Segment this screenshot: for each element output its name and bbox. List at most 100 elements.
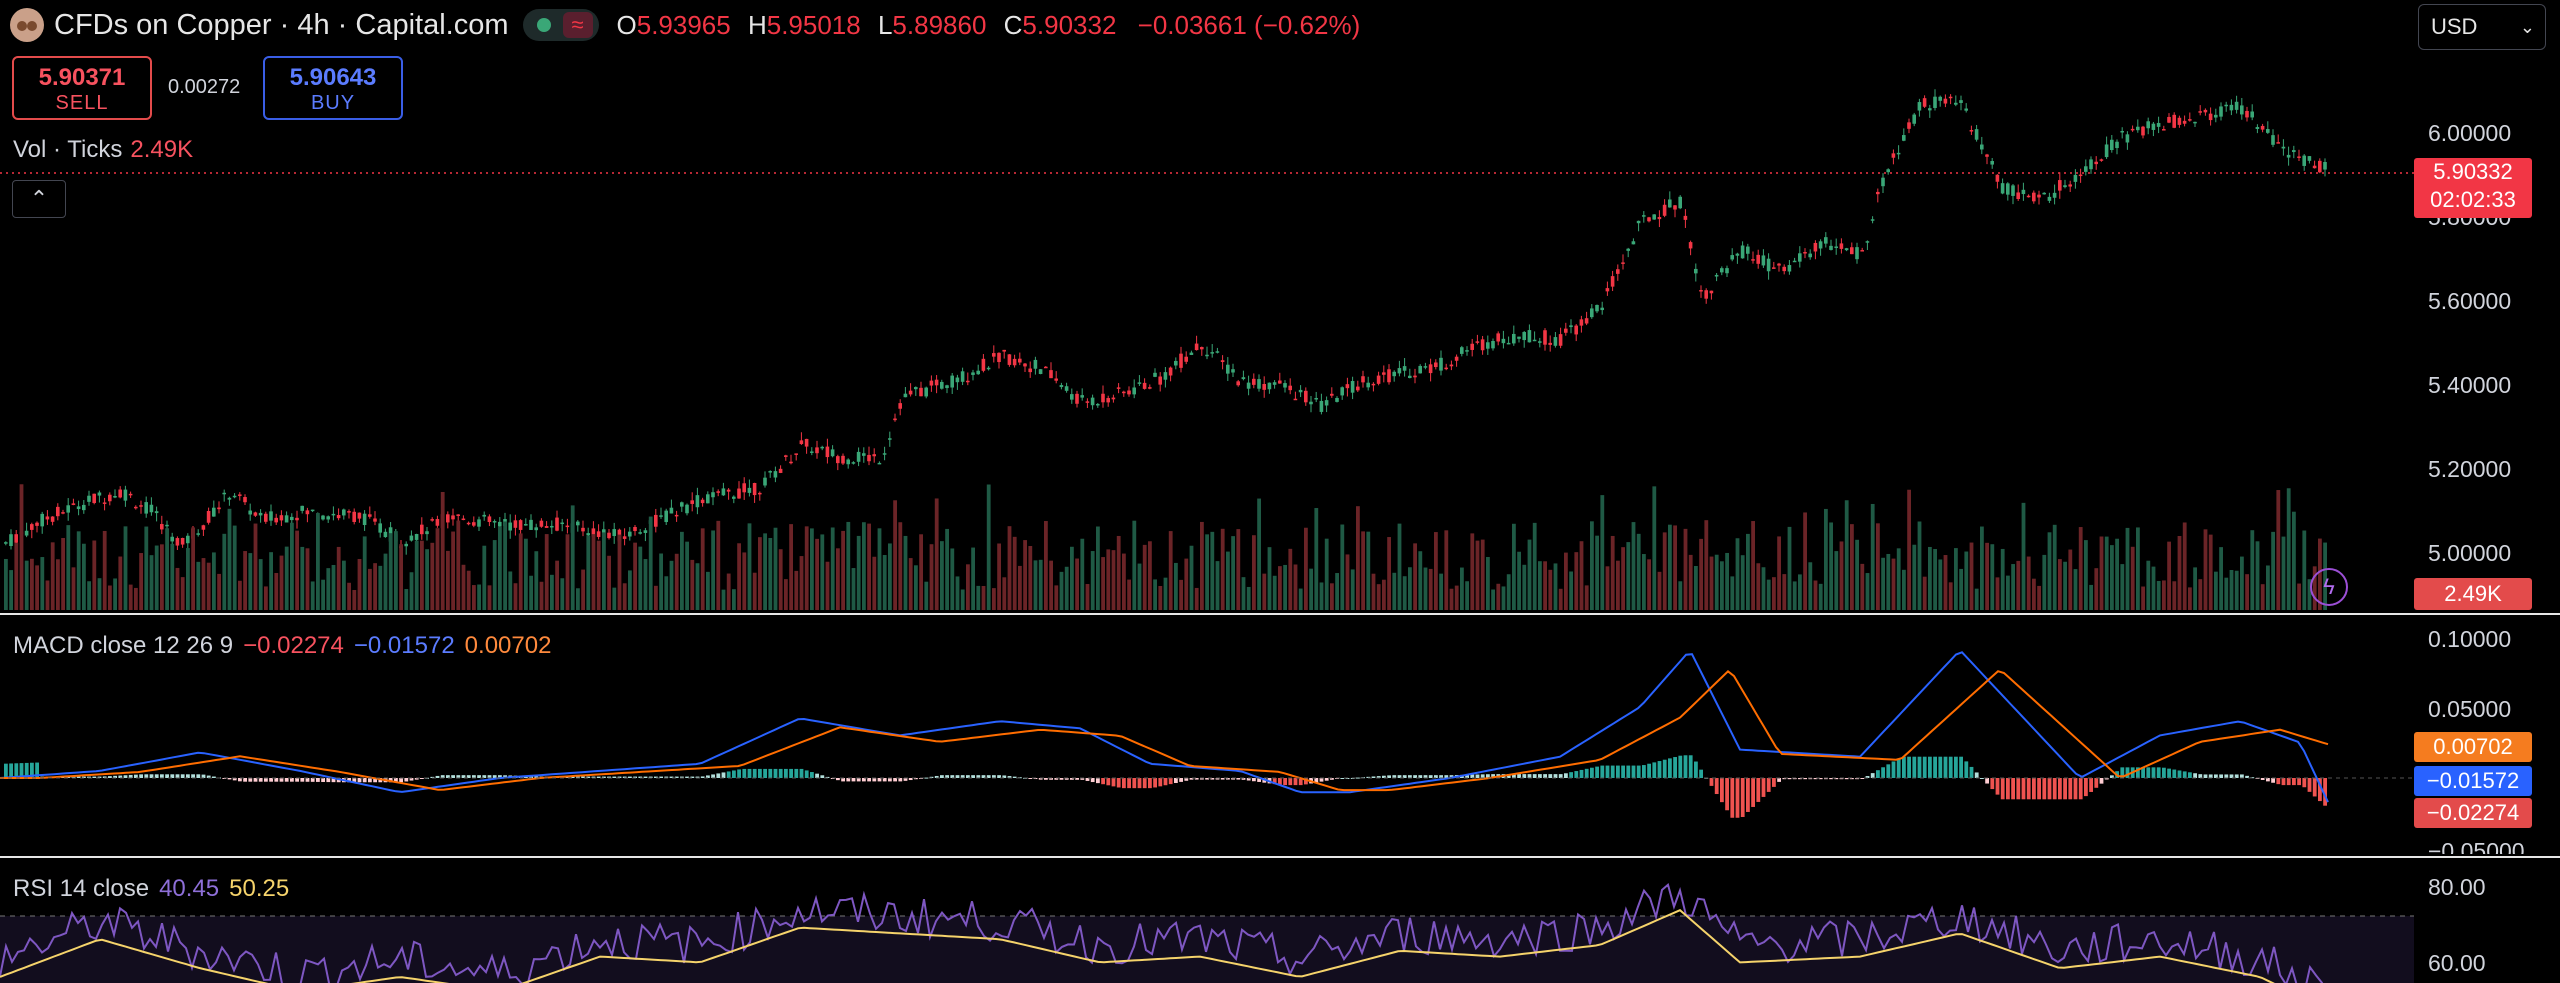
macd-histogram-bar: [108, 776, 112, 778]
macd-histogram-bar: [1153, 778, 1157, 788]
candle-body: [2255, 127, 2260, 130]
candle-body: [50, 516, 55, 522]
volume-bar: [394, 531, 398, 610]
market-status-pill[interactable]: ≈: [522, 9, 599, 41]
macd-histogram-bar: [2318, 778, 2322, 802]
candle-body: [758, 492, 762, 495]
macd-legend[interactable]: MACD close 12 26 9 −0.02274 −0.01572 0.0070…: [13, 632, 551, 660]
candle-body: [1678, 196, 1682, 209]
candle-body: [1948, 96, 1953, 99]
candle-body: [165, 524, 169, 527]
candle-body: [1813, 242, 1818, 252]
volume-bar: [1720, 561, 1724, 610]
candle-body: [981, 358, 986, 371]
sell-label: SELL: [55, 92, 109, 114]
macd-histogram-bar: [1283, 778, 1287, 786]
volume-bar: [898, 522, 903, 610]
volume-bar: [456, 520, 461, 610]
candle-body: [1059, 385, 1064, 388]
buy-button[interactable]: 5.90643 BUY: [263, 56, 403, 120]
volume-bar: [2297, 583, 2301, 610]
volume-bar: [498, 526, 502, 610]
macd-histogram-bar: [238, 778, 242, 782]
candle-body: [123, 489, 128, 501]
volume-bar: [399, 544, 403, 610]
macd-histogram-bar: [1215, 778, 1220, 780]
macd-histogram-bar: [373, 778, 377, 783]
volume-bar: [732, 589, 736, 610]
rsi-legend[interactable]: RSI 14 close 40.45 50.25: [13, 875, 289, 903]
macd-histogram-bar: [487, 775, 492, 778]
candle-body: [1501, 338, 1506, 344]
candle-body: [1272, 382, 1277, 385]
macd-histogram-bar: [461, 775, 466, 778]
candle-body: [2182, 120, 2187, 124]
candle-body: [877, 462, 882, 465]
macd-histogram-bar: [2245, 775, 2249, 778]
candle-body: [1465, 350, 1469, 352]
candle-body: [529, 519, 533, 530]
volume-bar: [664, 576, 669, 610]
volume-bar: [2208, 534, 2213, 610]
volume-bar: [810, 528, 814, 610]
macd-histogram-bar: [1148, 778, 1152, 789]
lightning-icon[interactable]: ϟ: [2310, 568, 2348, 606]
volume-bar: [2234, 570, 2239, 610]
macd-histogram-bar: [1418, 775, 1423, 778]
volume-bar: [1709, 556, 1714, 610]
macd-histogram-bar: [877, 778, 882, 782]
volume-bar: [607, 555, 611, 610]
candle-body: [1860, 250, 1864, 252]
volume-bar: [1595, 535, 1599, 610]
candle-body: [966, 380, 970, 383]
candle-body: [659, 515, 663, 517]
macd-histogram-bar: [92, 776, 97, 778]
candle-body: [253, 512, 258, 516]
volume-bar: [420, 540, 424, 610]
candle-body: [1902, 135, 1906, 141]
volume-bar: [1330, 583, 1334, 610]
macd-histogram-bar: [810, 772, 814, 778]
volume-bar: [1408, 567, 1412, 610]
volume-bar: [492, 540, 497, 610]
volume-bar: [2094, 568, 2099, 610]
volume-bar: [92, 540, 97, 610]
currency-select[interactable]: USD ⌄: [2418, 4, 2546, 50]
macd-histogram-bar: [773, 768, 778, 778]
macd-histogram-bar: [851, 778, 856, 782]
macd-histogram-bar: [1205, 778, 1209, 780]
volume-bar: [477, 584, 481, 610]
candle-body: [1215, 351, 1220, 353]
macd-histogram-bar: [1631, 765, 1636, 778]
volume-bar: [1626, 542, 1631, 610]
volume-bar: [1683, 528, 1688, 610]
volume-bar: [1137, 563, 1142, 610]
buy-price: 5.90643: [289, 64, 377, 91]
candle-body: [446, 514, 450, 523]
volume-bar: [581, 569, 585, 610]
candle-body: [1127, 390, 1131, 395]
volume-bar: [165, 528, 169, 610]
collapse-legend-button[interactable]: ⌃: [12, 180, 66, 218]
macd-histogram-bar: [466, 775, 471, 778]
volume-legend[interactable]: Vol · Ticks 2.49K: [13, 136, 193, 164]
volume-bars: [4, 484, 2327, 610]
volume-bar: [1174, 562, 1178, 610]
volume-bar: [2167, 541, 2171, 610]
candle-body: [1579, 319, 1584, 326]
volume-bar: [2219, 547, 2223, 610]
candle-body: [1922, 98, 1927, 107]
macd-histogram-bar: [482, 775, 487, 778]
sell-button[interactable]: 5.90371 SELL: [12, 56, 152, 120]
candle-body: [2151, 123, 2156, 130]
macd-histogram-bar: [2042, 778, 2047, 800]
symbol-title[interactable]: CFDs on Copper · 4h · Capital.com: [54, 8, 509, 41]
volume-bar: [2245, 574, 2249, 610]
macd-histogram-bar: [607, 776, 611, 778]
volume-bar: [1153, 579, 1157, 610]
volume-bar: [1080, 538, 1085, 610]
candle-body: [1246, 382, 1251, 389]
candle-body: [134, 506, 138, 509]
candle-body: [368, 514, 372, 517]
